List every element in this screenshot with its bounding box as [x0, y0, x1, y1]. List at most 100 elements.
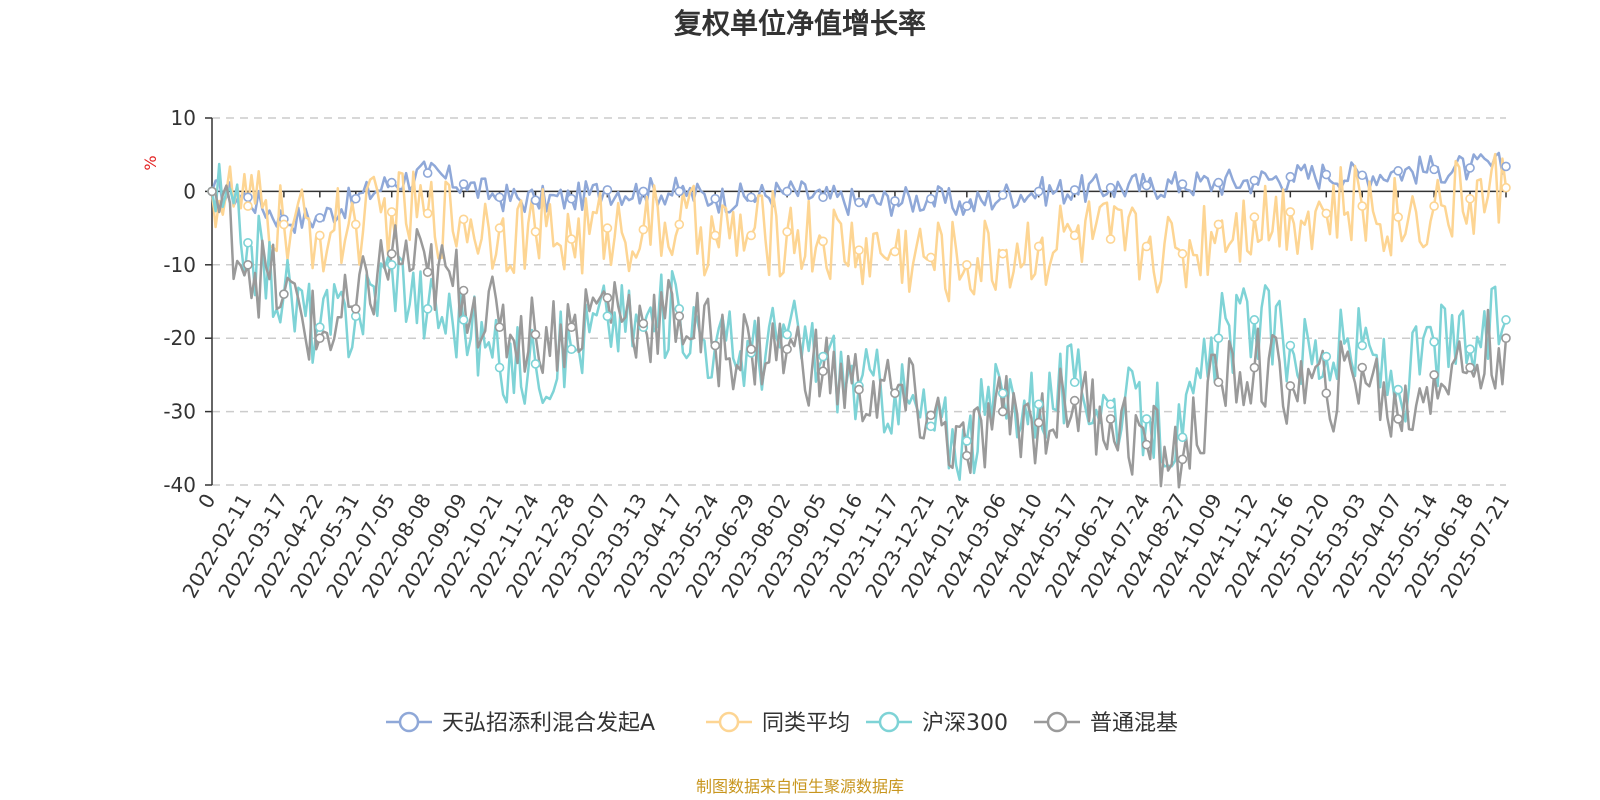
series-4-point[interactable] [818, 366, 828, 377]
series-2-point[interactable] [1393, 212, 1403, 222]
series-3-point[interactable] [1141, 414, 1152, 424]
series-3-point[interactable] [997, 388, 1008, 399]
series-1-point[interactable] [1321, 169, 1332, 180]
series-2-point[interactable] [422, 208, 433, 219]
series-4-point[interactable] [207, 186, 217, 197]
series-1-point[interactable] [422, 168, 433, 178]
series-3-point[interactable] [1321, 351, 1332, 362]
series-4-point[interactable] [1249, 362, 1260, 373]
series-4-point[interactable] [1465, 362, 1475, 373]
series-2-point[interactable] [1249, 212, 1260, 222]
series-4-point[interactable] [1501, 333, 1511, 344]
series-4-point[interactable] [243, 259, 253, 270]
series-2-point[interactable] [1033, 241, 1044, 252]
series-1-point[interactable] [782, 186, 792, 197]
series-2-point[interactable] [854, 245, 864, 255]
series-2-point[interactable] [530, 226, 541, 237]
series-1-point[interactable] [350, 193, 361, 204]
series-2-point[interactable] [746, 230, 756, 241]
series-1-point[interactable] [1177, 179, 1188, 189]
series-1-point[interactable] [890, 196, 900, 206]
series-3-point[interactable] [1249, 315, 1260, 325]
series-1-point[interactable] [746, 192, 756, 203]
series-2-point[interactable] [279, 219, 289, 230]
series-4-point[interactable] [1285, 381, 1296, 391]
series-3-point[interactable] [1069, 377, 1080, 388]
series-3-point[interactable] [1285, 340, 1296, 351]
series-1-point[interactable] [638, 186, 649, 197]
series-4-point[interactable] [1105, 414, 1116, 424]
series-1-point[interactable] [1213, 177, 1224, 188]
series-3-point[interactable] [1213, 333, 1224, 344]
series-3-point[interactable] [962, 436, 972, 446]
series-3-point[interactable] [1033, 399, 1044, 410]
series-2-point[interactable] [1105, 234, 1116, 244]
series-2-point[interactable] [1141, 241, 1152, 252]
series-2-point[interactable] [1465, 193, 1475, 204]
series-1-point[interactable] [818, 192, 828, 203]
series-1-point[interactable] [1069, 185, 1080, 195]
series-4-point[interactable] [458, 285, 469, 296]
series-1-point[interactable] [243, 192, 253, 203]
series-1-point[interactable] [315, 213, 325, 223]
series-4-point[interactable] [1213, 377, 1224, 388]
series-2-point[interactable] [782, 226, 792, 237]
series-4-point[interactable] [602, 293, 613, 303]
series-3-point[interactable] [458, 315, 469, 325]
series-3-point[interactable] [1177, 432, 1188, 443]
series-2-point[interactable] [818, 236, 828, 247]
series-3-point[interactable] [602, 311, 613, 321]
series-1-point[interactable] [386, 177, 397, 188]
series-3-point[interactable] [1393, 384, 1403, 395]
series-1-point[interactable] [674, 186, 685, 197]
series-2-point[interactable] [997, 248, 1008, 259]
series-4-point[interactable] [315, 333, 325, 344]
legend-item-4[interactable]: 普通混基 [1034, 711, 1178, 736]
series-4-point[interactable] [566, 322, 577, 332]
series-4-point[interactable] [997, 406, 1008, 417]
series-1-point[interactable] [710, 193, 721, 204]
series-3-point[interactable] [1501, 315, 1511, 325]
series-4-point[interactable] [1033, 417, 1044, 428]
series-4-point[interactable] [710, 340, 721, 351]
series-1-point[interactable] [1393, 166, 1403, 176]
series-4-point[interactable] [962, 450, 972, 461]
series-3-point[interactable] [926, 421, 936, 432]
series-2-point[interactable] [674, 219, 685, 230]
series-4-point[interactable] [854, 384, 864, 395]
series-3-point[interactable] [1105, 399, 1116, 410]
legend-item-1[interactable]: 天弘招添利混合发起A [386, 711, 655, 736]
series-4-point[interactable] [422, 267, 433, 277]
series-4-point[interactable] [890, 388, 900, 399]
series-2-point[interactable] [962, 259, 972, 270]
series-2-point[interactable] [1321, 208, 1332, 219]
series-2-point[interactable] [1177, 248, 1188, 259]
series-3-point[interactable] [243, 237, 253, 248]
series-2-point[interactable] [710, 230, 721, 241]
series-1-point[interactable] [566, 193, 577, 204]
series-1-point[interactable] [1285, 171, 1296, 182]
series-3-point[interactable] [530, 359, 541, 369]
series-2-point[interactable] [926, 252, 936, 263]
legend-item-3[interactable]: 沪深300 [866, 711, 1008, 736]
series-4-point[interactable] [279, 289, 289, 299]
series-4-point[interactable] [746, 344, 756, 355]
legend-item-2[interactable]: 同类平均 [706, 711, 850, 736]
series-2-point[interactable] [1429, 201, 1439, 211]
series-1-point[interactable] [1033, 186, 1044, 197]
series-1-point[interactable] [602, 185, 613, 195]
series-1-point[interactable] [997, 190, 1008, 200]
series-1-point[interactable] [458, 179, 469, 189]
series-2-point[interactable] [494, 223, 505, 233]
series-4-point[interactable] [386, 248, 397, 259]
series-3-point[interactable] [782, 329, 792, 340]
series-2-point[interactable] [1357, 201, 1368, 211]
series-2-point[interactable] [1285, 207, 1296, 217]
series-3-point[interactable] [566, 344, 577, 355]
series-4-point[interactable] [1429, 370, 1439, 380]
series-2-point[interactable] [350, 219, 361, 230]
series-3-point[interactable] [315, 322, 325, 332]
series-2-point[interactable] [890, 246, 900, 257]
series-2-point[interactable] [566, 234, 577, 244]
series-2-point[interactable] [458, 214, 469, 225]
